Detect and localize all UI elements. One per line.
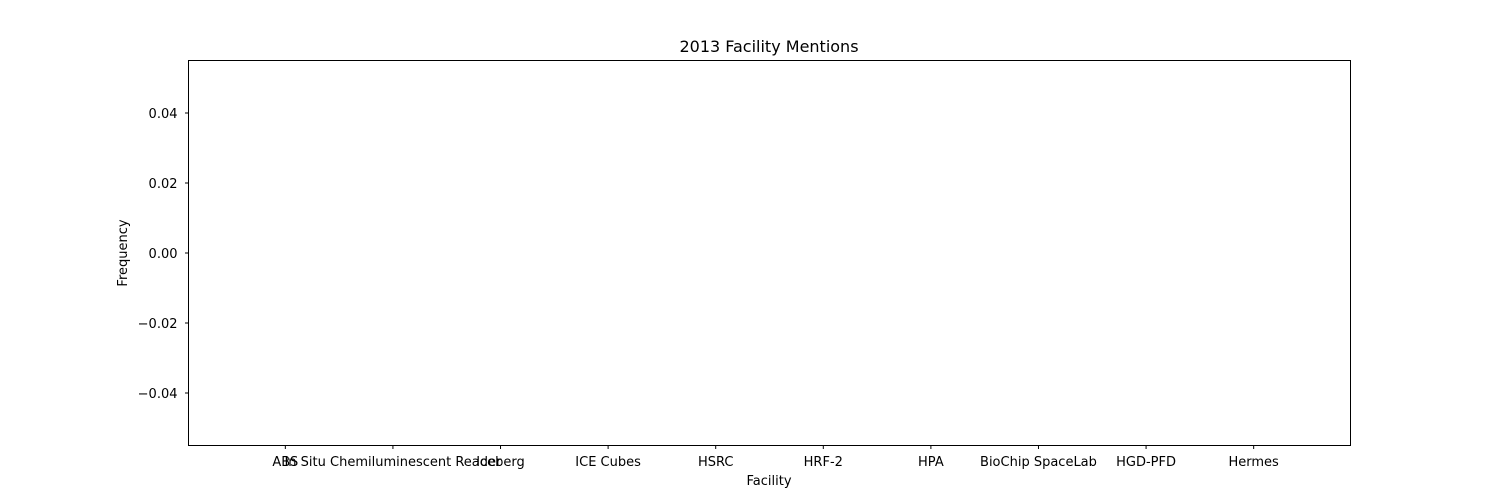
x-tick-label: HGD-PFD xyxy=(1116,455,1176,470)
y-axis-label: Frequency xyxy=(116,219,131,286)
y-tick-label: 0.00 xyxy=(149,247,178,262)
x-tick-label: HPA xyxy=(918,455,944,470)
x-tick-label: Iceberg xyxy=(476,455,525,470)
x-tick-label: ICE Cubes xyxy=(575,455,641,470)
x-tick-label: BioChip SpaceLab xyxy=(980,455,1097,470)
y-tick-label: −0.04 xyxy=(138,387,178,402)
x-tick-label: Hermes xyxy=(1229,455,1280,470)
y-tick-label: −0.02 xyxy=(138,317,178,332)
y-axis: −0.04 −0.02 0.00 0.02 0.04 xyxy=(138,107,189,402)
x-tick-label: ABS xyxy=(272,455,298,470)
x-tick-label: HSRC xyxy=(698,455,734,470)
y-tick-label: 0.02 xyxy=(149,177,178,192)
x-tick-label: HRF-2 xyxy=(804,455,843,470)
x-axis-label: Facility xyxy=(746,474,791,489)
chart-title: 2013 Facility Mentions xyxy=(679,37,858,56)
y-tick-label: 0.04 xyxy=(149,107,178,122)
x-tick-label: In Situ Chemiluminescent Reader xyxy=(284,455,502,470)
